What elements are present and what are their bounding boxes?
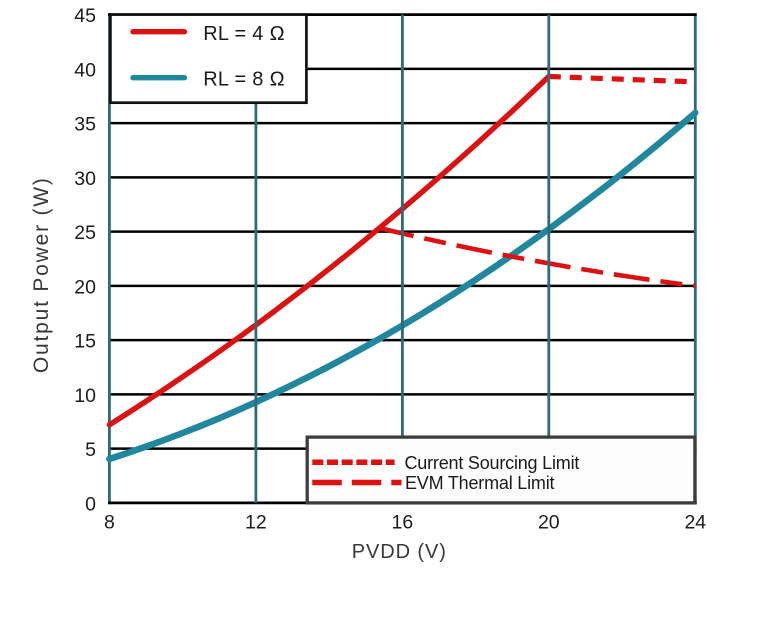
svg-text:35: 35 (74, 114, 96, 136)
svg-text:24: 24 (684, 512, 706, 534)
svg-text:5: 5 (85, 439, 96, 461)
svg-text:RL = 8 Ω: RL = 8 Ω (203, 69, 285, 91)
svg-text:45: 45 (74, 5, 96, 27)
svg-text:EVM Thermal Limit: EVM Thermal Limit (405, 473, 555, 493)
svg-text:16: 16 (392, 512, 414, 534)
svg-text:Output Power (W): Output Power (W) (30, 176, 53, 373)
svg-text:25: 25 (74, 222, 96, 244)
svg-text:15: 15 (74, 331, 96, 353)
svg-text:12: 12 (245, 512, 267, 534)
svg-text:30: 30 (74, 168, 96, 190)
svg-text:0: 0 (85, 494, 96, 516)
svg-text:Current Sourcing Limit: Current Sourcing Limit (405, 453, 580, 473)
svg-text:40: 40 (74, 60, 96, 82)
svg-text:PVDD (V): PVDD (V) (352, 541, 447, 563)
svg-text:10: 10 (74, 385, 96, 407)
svg-text:8: 8 (104, 512, 115, 534)
svg-text:RL = 4 Ω: RL = 4 Ω (203, 23, 285, 45)
svg-text:20: 20 (74, 277, 96, 299)
svg-text:20: 20 (538, 512, 560, 534)
